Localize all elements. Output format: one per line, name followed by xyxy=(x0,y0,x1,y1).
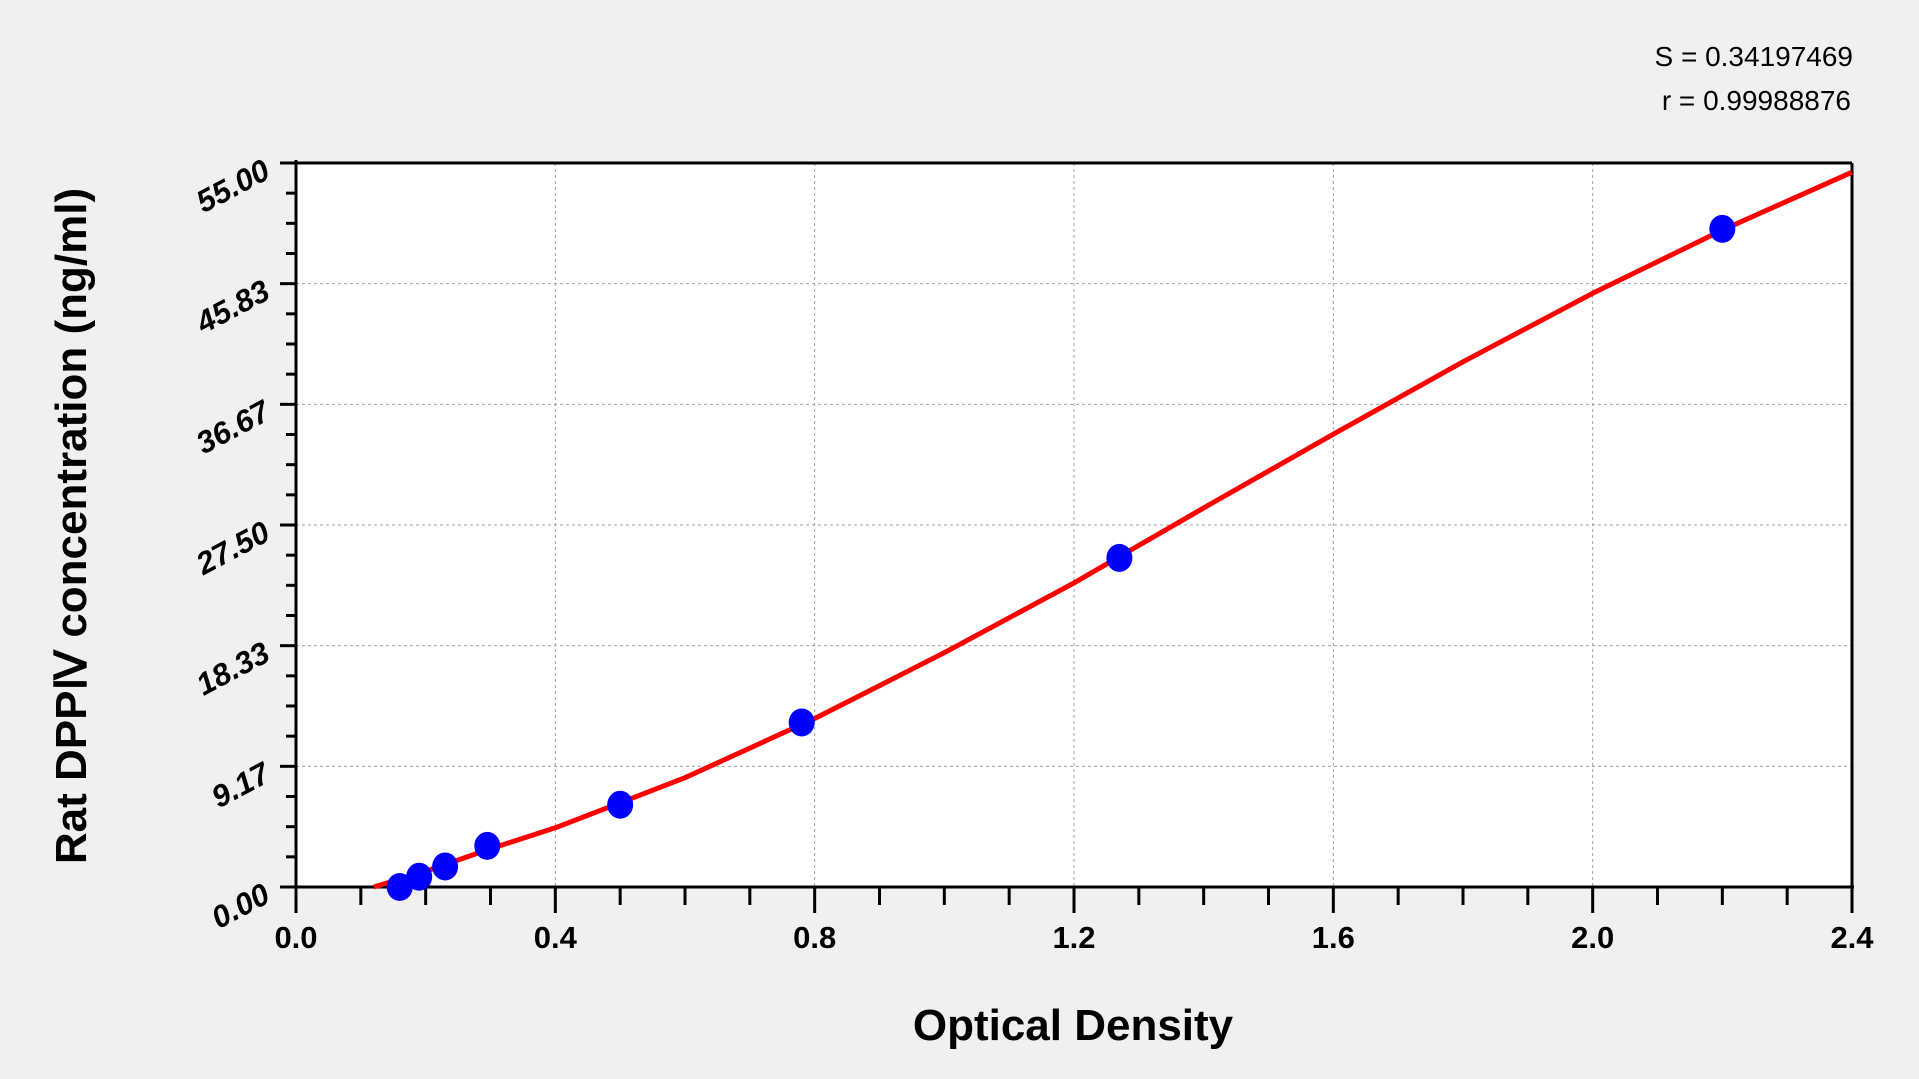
x-tick-label: 2.4 xyxy=(1830,920,1874,955)
fit-curve-group xyxy=(373,169,1854,890)
x-tick-label: 0.8 xyxy=(793,920,836,955)
data-point xyxy=(1106,543,1133,572)
x-tick-label: 2.0 xyxy=(1571,920,1614,955)
x-tick-label: 1.6 xyxy=(1312,920,1355,955)
x-tick-label: 0.0 xyxy=(274,920,317,955)
data-point xyxy=(386,873,413,901)
data-point xyxy=(1709,214,1736,243)
axes xyxy=(280,160,1854,913)
data-point xyxy=(406,862,433,891)
data-point xyxy=(474,831,501,860)
x-tick-label: 0.4 xyxy=(534,920,578,955)
x-axis-title: Optical Density xyxy=(913,1001,1234,1050)
data-point xyxy=(788,708,815,737)
grid xyxy=(296,163,1852,887)
data-point xyxy=(432,852,459,881)
fit-curve-line xyxy=(373,169,1854,890)
x-tick-labels: 0.0 0.4 0.8 1.2 1.6 2.0 2.4 xyxy=(274,920,1874,955)
data-points xyxy=(386,214,1736,901)
annotation-r: r = 0.99988876 xyxy=(1662,85,1851,116)
x-tick-label: 1.2 xyxy=(1052,920,1095,955)
data-point xyxy=(607,790,634,819)
annotation-s: S = 0.34197469 xyxy=(1654,41,1853,72)
y-axis-title: Rat DPPⅣ concentration (ng/ml) xyxy=(47,188,96,864)
